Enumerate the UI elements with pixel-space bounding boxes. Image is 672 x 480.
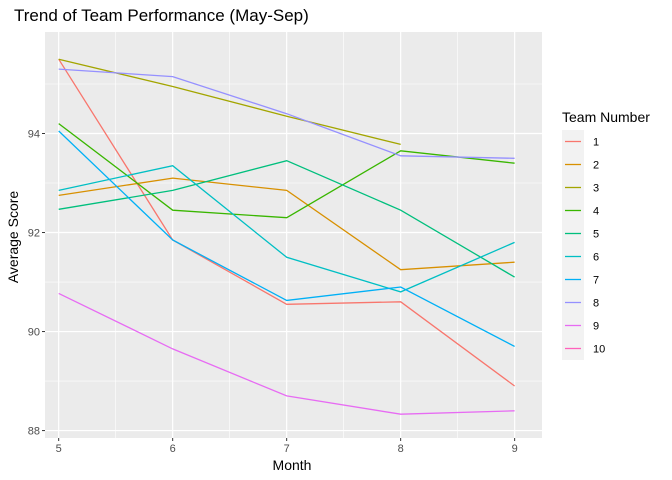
- series-line-team-7: [58, 130, 515, 347]
- y-axis: 88 90 92 94: [28, 129, 45, 438]
- series-line-team-4: [58, 123, 515, 219]
- legend-label: 9: [593, 321, 599, 333]
- legend: Team Number 1 2 3 4 5 6 7 8 9 10: [562, 109, 650, 360]
- series-line-team-2: [58, 177, 515, 271]
- x-axis-title: Month: [273, 457, 312, 473]
- x-tick-label: 8: [398, 443, 404, 455]
- legend-label: 6: [593, 252, 599, 264]
- legend-title: Team Number: [562, 109, 650, 125]
- y-tick-label: 92: [28, 228, 40, 240]
- legend-label: 4: [593, 206, 599, 218]
- legend-label: 2: [593, 160, 599, 172]
- chart-title: Trend of Team Performance (May-Sep): [14, 6, 309, 25]
- legend-label: 8: [593, 298, 599, 310]
- series-line-team-8: [58, 68, 515, 159]
- y-tick-label: 88: [28, 426, 40, 438]
- x-tick-label: 5: [56, 443, 62, 455]
- grid-lines: [45, 32, 542, 438]
- y-tick-label: 94: [28, 129, 40, 141]
- x-tick-label: 7: [284, 443, 290, 455]
- plot-panel: [45, 32, 542, 438]
- legend-label: 10: [593, 344, 605, 356]
- legend-label: 3: [593, 183, 599, 195]
- series-lines: [58, 58, 515, 415]
- x-axis: 5 6 7 8 9: [56, 438, 518, 455]
- legend-label: 7: [593, 275, 599, 287]
- legend-label: 5: [593, 229, 599, 241]
- series-line-team-9: [58, 292, 515, 415]
- x-tick-label: 6: [170, 443, 176, 455]
- legend-label: 1: [593, 137, 599, 149]
- series-line-team-5: [58, 160, 515, 278]
- y-tick-label: 90: [28, 327, 40, 339]
- series-line-team-6: [58, 164, 515, 293]
- series-line-team-1: [58, 58, 515, 387]
- x-tick-label: 9: [512, 443, 518, 455]
- y-axis-title: Average Score: [5, 191, 21, 284]
